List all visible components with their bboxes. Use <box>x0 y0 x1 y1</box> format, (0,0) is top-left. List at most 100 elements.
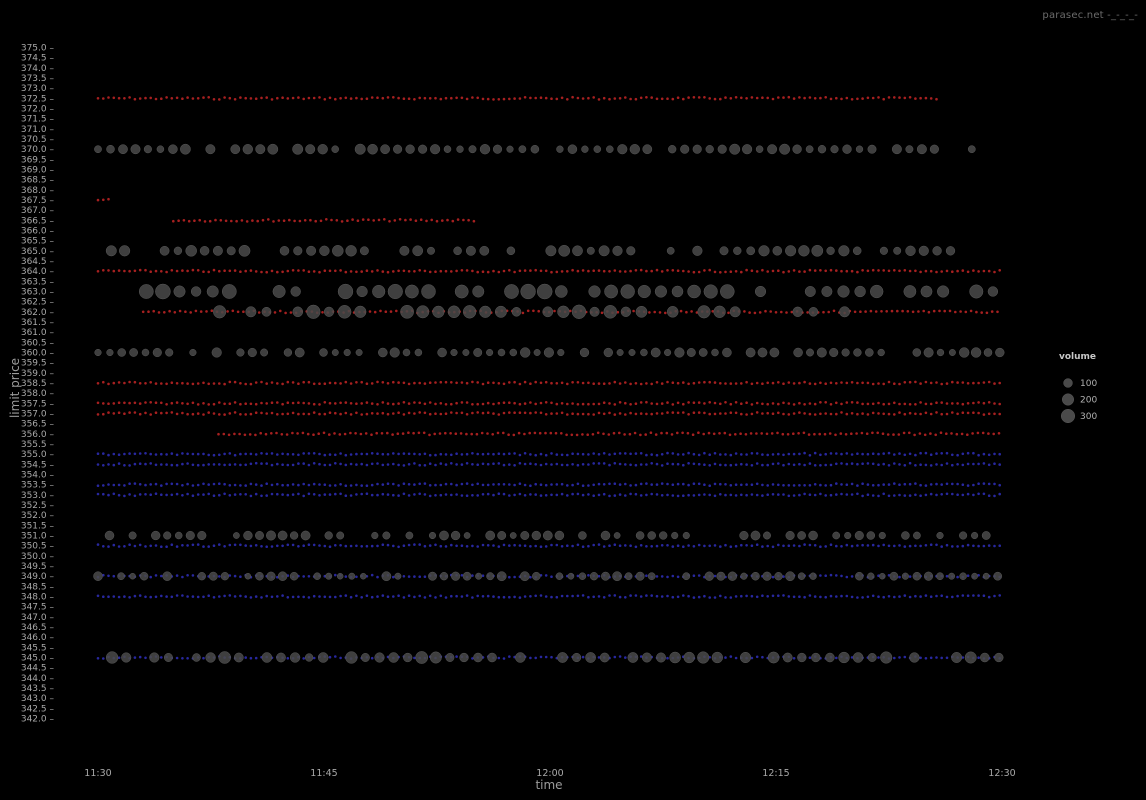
ask-point <box>465 381 469 385</box>
bid-point <box>829 463 833 467</box>
ask-point <box>186 412 189 416</box>
ask-point <box>365 269 369 273</box>
ask-point <box>750 412 754 416</box>
volume-point <box>519 571 530 582</box>
ask-point <box>249 382 253 386</box>
volume-point <box>156 145 165 153</box>
volume-point <box>279 246 290 256</box>
ask-point <box>407 402 411 405</box>
ask-point <box>555 412 559 415</box>
ask-point <box>866 269 870 273</box>
bid-point <box>428 453 432 457</box>
ask-point <box>550 412 553 415</box>
ask-point <box>860 431 864 435</box>
bid-point <box>312 482 316 486</box>
bid-point <box>523 462 527 466</box>
bid-point <box>903 464 907 467</box>
ask-point <box>244 402 247 406</box>
bid-point <box>96 484 100 488</box>
volume-point <box>192 653 201 662</box>
ask-point <box>602 412 606 416</box>
bid-point <box>924 451 928 455</box>
bid-point <box>138 493 142 496</box>
ask-point <box>855 432 858 435</box>
ask-point <box>581 97 585 100</box>
ask-point <box>418 269 422 272</box>
ask-point <box>597 411 601 415</box>
bid-point <box>703 493 706 496</box>
volume-point <box>682 572 691 581</box>
bid-point <box>682 594 685 597</box>
ask-point <box>446 218 449 222</box>
volume-point <box>415 651 429 664</box>
bid-point <box>987 453 991 457</box>
bid-point <box>381 452 385 456</box>
ask-point <box>288 218 291 222</box>
volume-point <box>772 246 783 256</box>
ask-point <box>600 311 604 315</box>
ask-point <box>877 382 880 385</box>
bid-point <box>492 595 495 598</box>
ask-point <box>481 402 485 406</box>
ask-point <box>655 268 659 272</box>
bid-point <box>676 544 680 547</box>
bid-point <box>544 595 548 598</box>
y-tick-label: 366.5 – <box>21 216 55 226</box>
volume-point <box>746 246 756 256</box>
bid-point <box>175 482 179 486</box>
bid-point <box>96 492 100 496</box>
ask-point <box>692 401 696 405</box>
ask-point <box>413 270 416 273</box>
ask-point <box>441 219 444 222</box>
ask-point <box>450 411 453 414</box>
bid-point <box>428 594 432 598</box>
ask-point <box>168 309 171 313</box>
bid-point <box>402 452 406 455</box>
bid-point <box>602 452 606 455</box>
bid-point <box>202 482 205 486</box>
volume-point <box>982 572 990 580</box>
volume-point <box>589 572 599 581</box>
ask-point <box>660 270 664 273</box>
bid-point <box>555 453 559 456</box>
bid-point <box>671 545 675 548</box>
ask-point <box>249 269 253 272</box>
bid-point <box>576 463 580 467</box>
volume-point <box>923 571 934 581</box>
bid-point <box>175 545 179 548</box>
ask-point <box>339 401 342 405</box>
bid-point <box>144 656 147 660</box>
bid-point <box>207 463 210 466</box>
bid-point <box>660 464 664 467</box>
bid-point <box>703 483 706 487</box>
volume-point <box>94 145 102 154</box>
ask-point <box>951 270 954 274</box>
volume-point <box>345 651 358 664</box>
bid-point <box>660 453 664 456</box>
bid-point <box>734 463 738 467</box>
volume-point <box>106 348 114 357</box>
ask-point <box>740 412 743 416</box>
ask-point <box>687 382 690 386</box>
volume-point <box>378 347 388 358</box>
ask-point <box>829 412 833 416</box>
bid-point <box>249 656 253 660</box>
ask-point <box>887 96 891 99</box>
ask-point <box>932 309 936 313</box>
volume-point <box>844 531 852 540</box>
ask-point <box>792 269 796 272</box>
bid-point <box>402 575 406 578</box>
bid-point <box>624 544 627 547</box>
bid-point <box>682 482 685 486</box>
volume-point <box>936 531 944 540</box>
ask-point <box>154 382 158 385</box>
ask-point <box>529 382 532 386</box>
ask-point <box>302 401 306 405</box>
ask-point <box>819 269 822 272</box>
ask-point <box>954 310 957 314</box>
volume-point <box>129 572 136 580</box>
volume-point <box>837 285 850 298</box>
ask-point <box>434 381 437 384</box>
bid-point <box>587 574 590 577</box>
bid-point <box>877 595 880 598</box>
